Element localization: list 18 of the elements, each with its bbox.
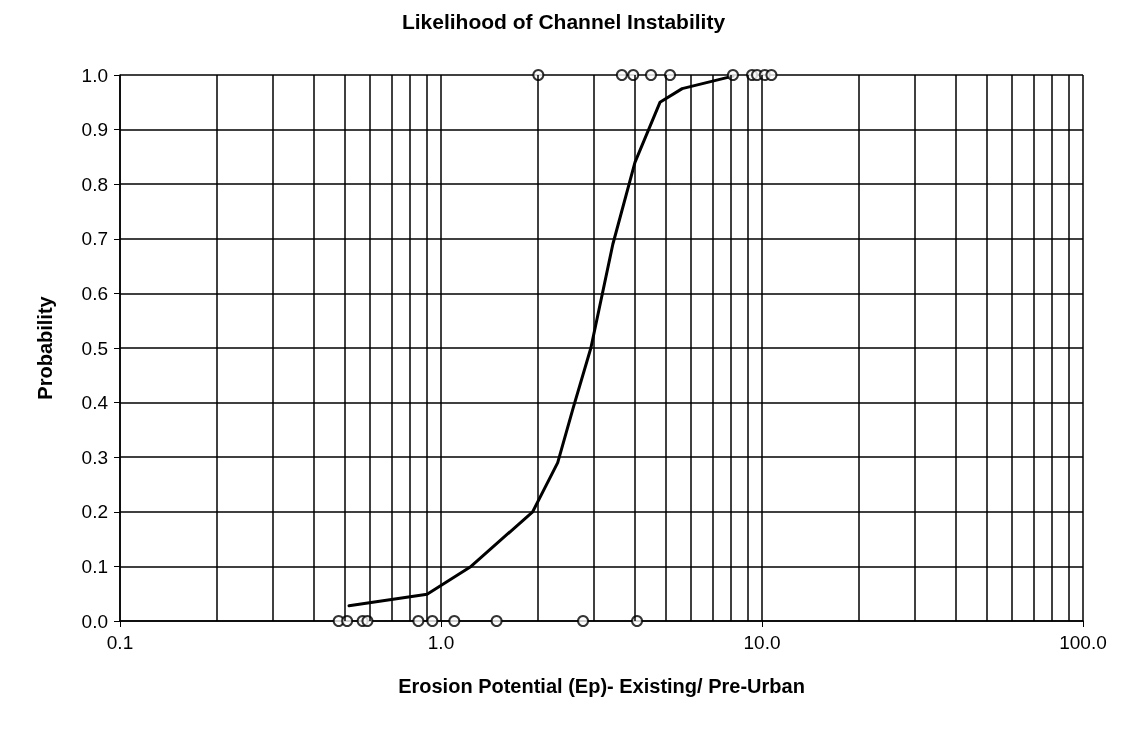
- y-tick-label: 0.3: [81, 446, 108, 468]
- y-tick-label: 0.7: [81, 228, 108, 250]
- y-tick-label: 0.2: [81, 501, 108, 523]
- y-tick-label: 0.0: [81, 610, 108, 632]
- y-tick-label: 0.5: [81, 337, 108, 359]
- x-tick-label: 10.0: [743, 632, 781, 653]
- y-tick-label: 0.1: [81, 555, 108, 577]
- x-axis-title: Erosion Potential (Ep)- Existing/ Pre-Urban: [398, 675, 805, 697]
- x-tick-label: 1.0: [427, 632, 455, 653]
- y-tick-label: 0.4: [81, 392, 109, 414]
- chart-title: Likelihood of Channel Instability: [401, 10, 726, 33]
- x-tick-label: 100.0: [1059, 632, 1107, 653]
- x-tick-label: 0.1: [106, 632, 134, 653]
- y-tick-label: 0.8: [81, 173, 108, 195]
- y-tick-label: 0.6: [81, 282, 108, 304]
- y-tick-label: 1.0: [81, 64, 108, 86]
- y-tick-label: 0.9: [81, 119, 108, 141]
- y-axis-title: Probability: [34, 295, 56, 400]
